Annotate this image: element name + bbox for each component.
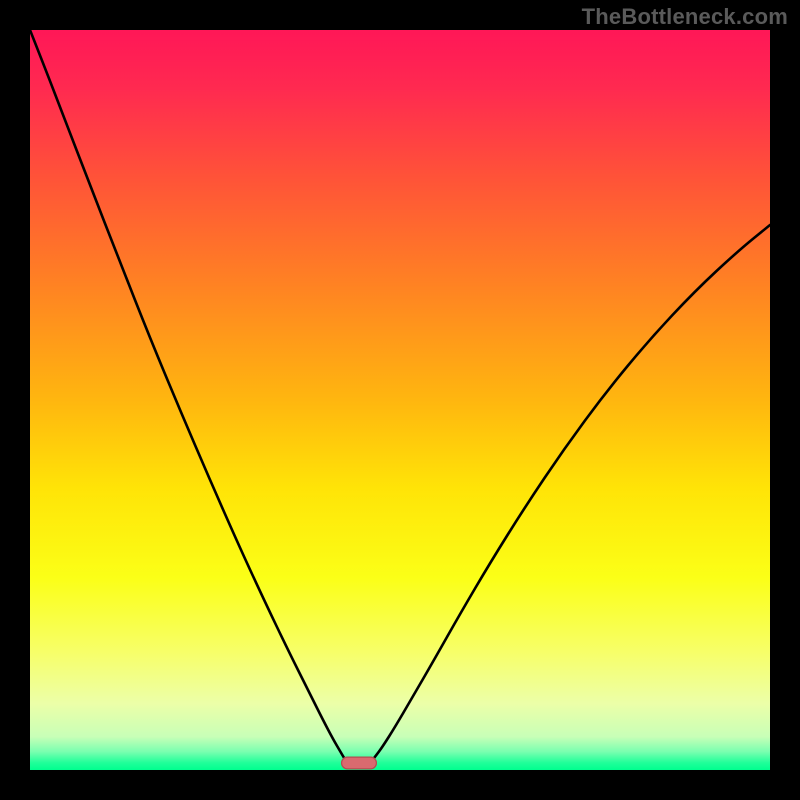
optimal-point-marker — [341, 757, 377, 770]
chart-frame: TheBottleneck.com — [0, 0, 800, 800]
watermark-text: TheBottleneck.com — [582, 4, 788, 30]
plot-area — [30, 30, 770, 770]
bottleneck-curves — [30, 30, 770, 770]
curve-left — [30, 30, 348, 763]
curve-right — [370, 225, 770, 763]
